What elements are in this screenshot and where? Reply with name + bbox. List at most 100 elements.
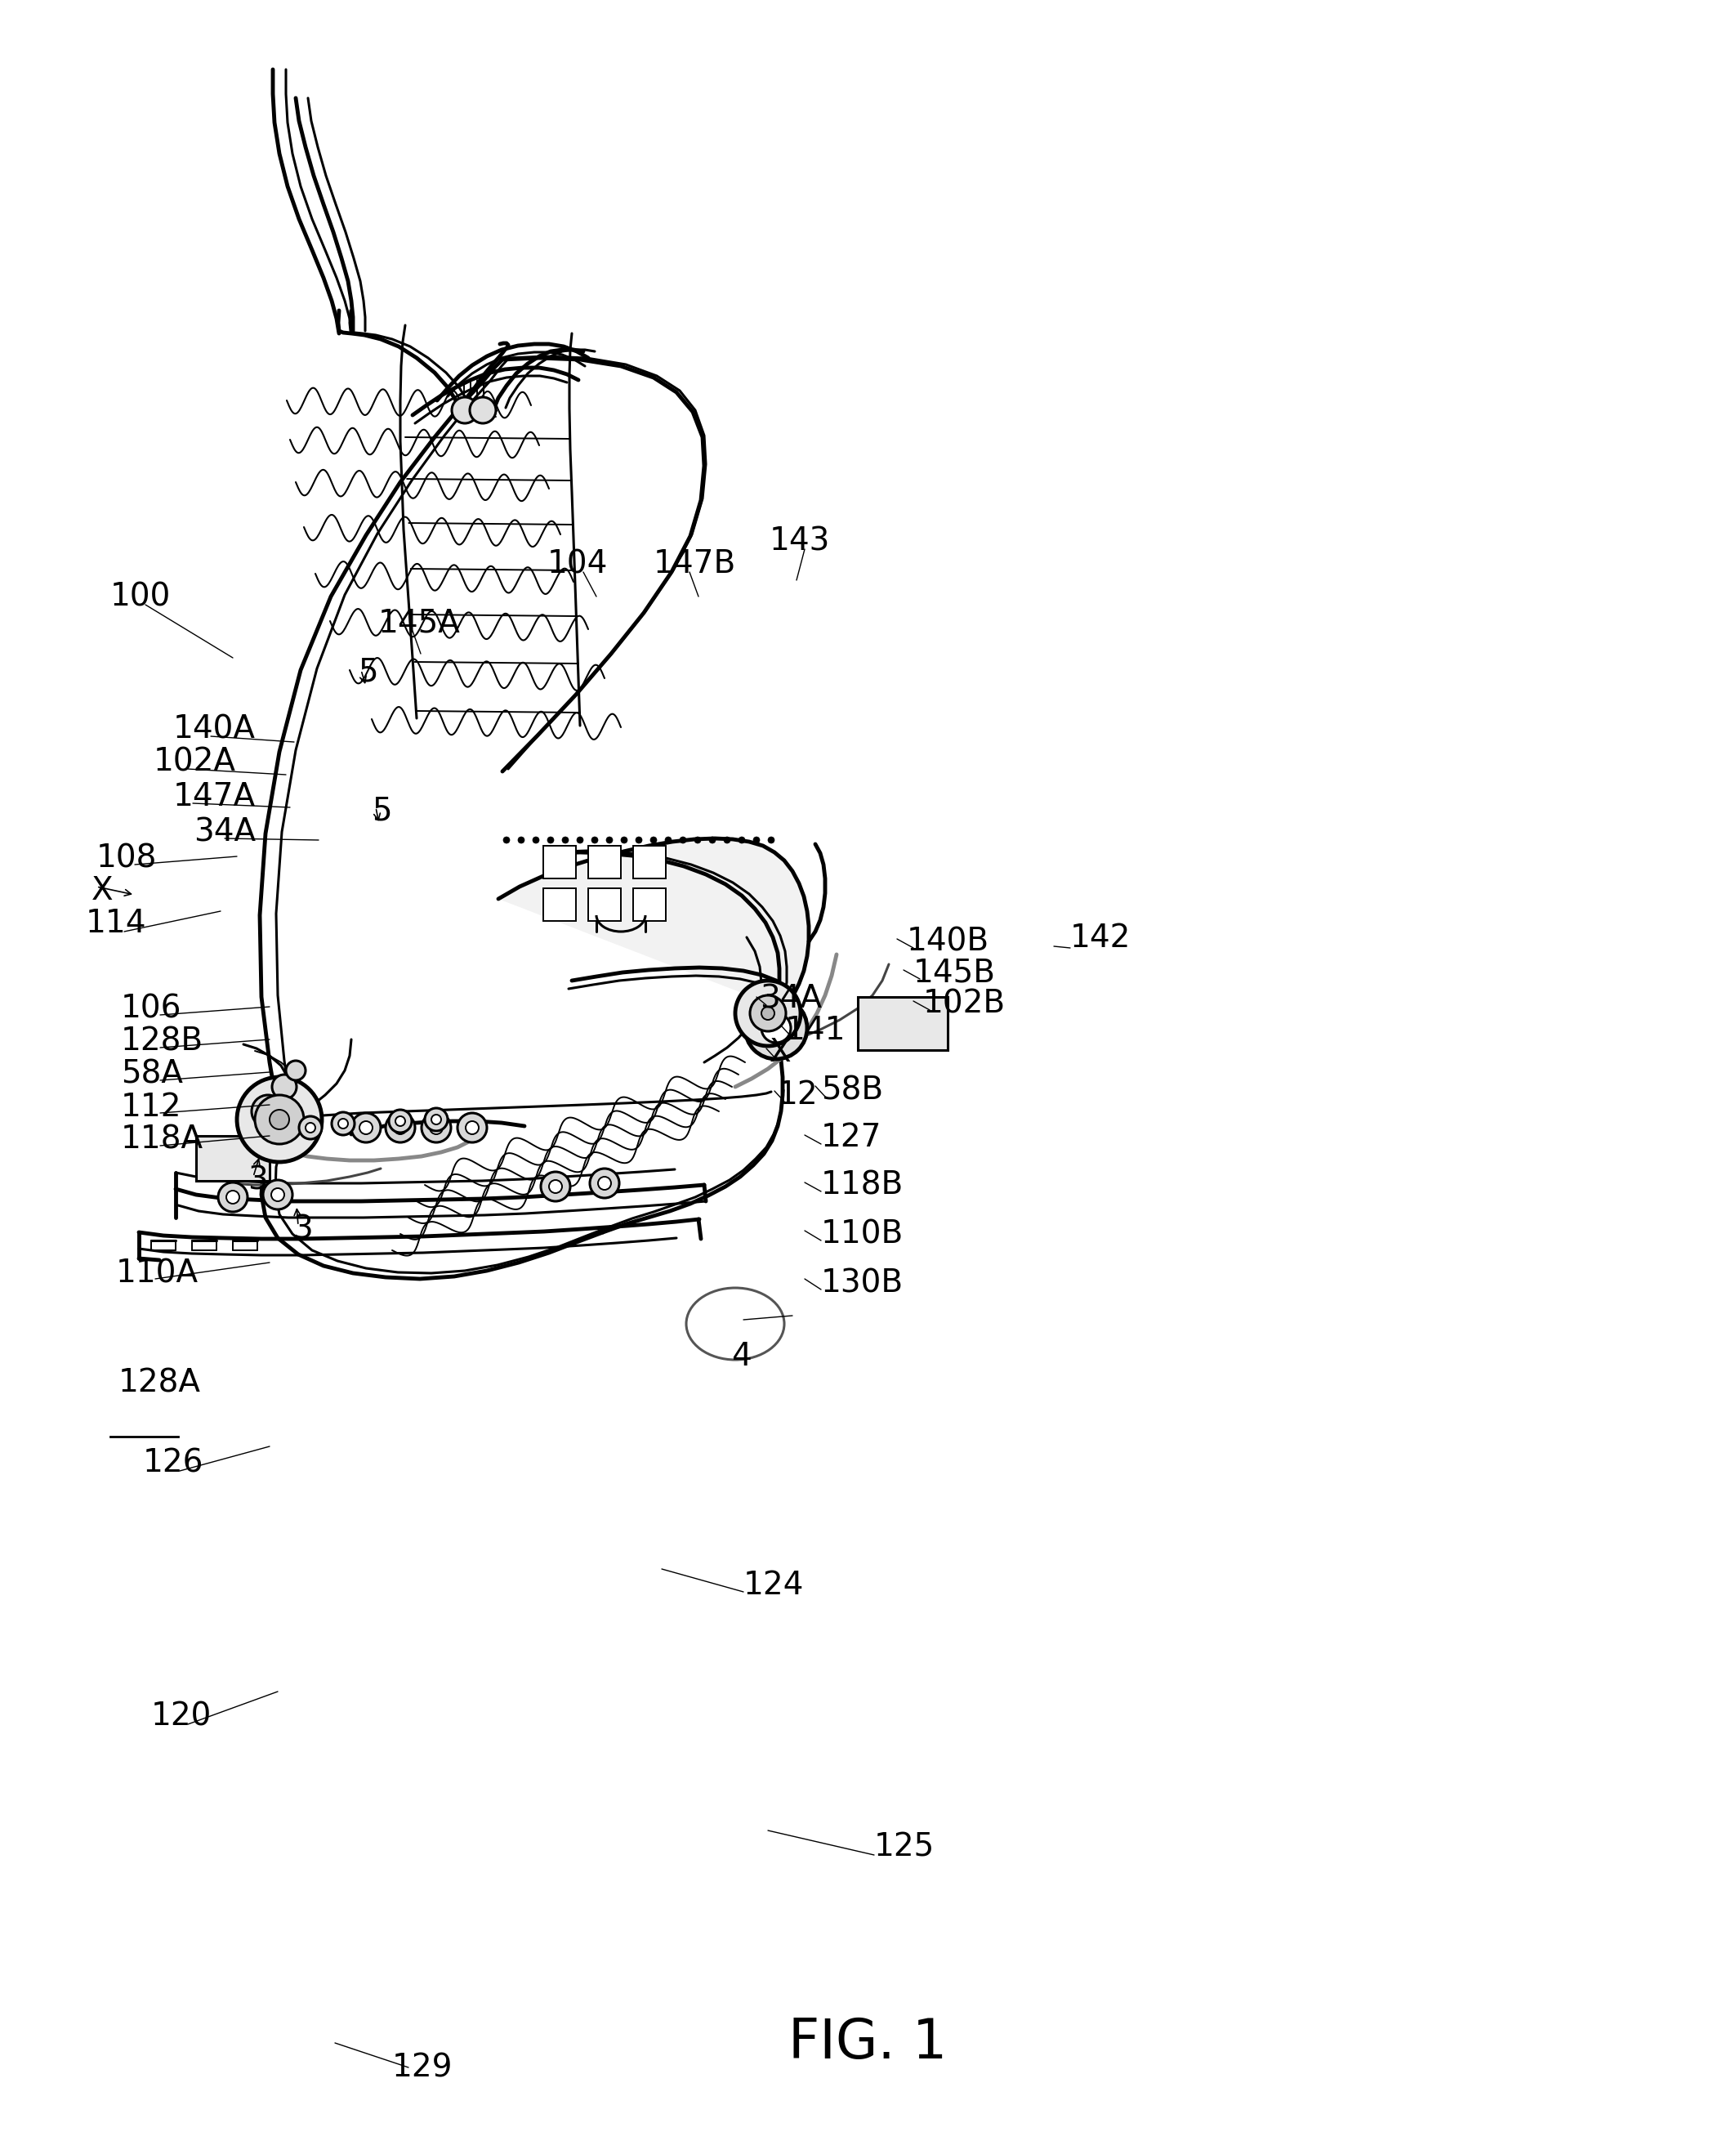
Circle shape — [465, 1122, 479, 1135]
Circle shape — [396, 1115, 404, 1126]
Text: 145B: 145B — [913, 957, 996, 987]
Circle shape — [219, 1182, 248, 1212]
Circle shape — [332, 1111, 354, 1135]
Circle shape — [724, 837, 731, 844]
Polygon shape — [498, 839, 809, 1008]
Circle shape — [750, 996, 786, 1032]
Circle shape — [425, 1109, 448, 1130]
Text: 34A: 34A — [194, 816, 255, 848]
Circle shape — [394, 1122, 406, 1135]
FancyBboxPatch shape — [196, 1137, 269, 1182]
FancyBboxPatch shape — [543, 889, 576, 921]
Text: 143: 143 — [769, 525, 830, 557]
Text: 142: 142 — [1069, 923, 1130, 953]
Circle shape — [533, 837, 540, 844]
Text: X: X — [92, 876, 113, 906]
Text: 118A: 118A — [122, 1124, 203, 1156]
Text: 3: 3 — [248, 1165, 267, 1195]
Text: 118B: 118B — [821, 1169, 904, 1201]
Text: 100: 100 — [111, 580, 172, 612]
Text: 130B: 130B — [821, 1267, 904, 1297]
Circle shape — [252, 1094, 285, 1128]
Circle shape — [708, 837, 715, 844]
Circle shape — [745, 998, 807, 1060]
Text: 140B: 140B — [906, 925, 990, 957]
Text: 128A: 128A — [118, 1368, 201, 1398]
Circle shape — [621, 837, 627, 844]
Circle shape — [351, 1113, 380, 1143]
Text: 125: 125 — [875, 1831, 934, 1863]
Text: 110B: 110B — [821, 1218, 904, 1250]
Text: 127: 127 — [821, 1122, 882, 1154]
Circle shape — [226, 1190, 240, 1203]
Circle shape — [271, 1188, 285, 1201]
Circle shape — [269, 1109, 290, 1128]
Text: FIG. 1: FIG. 1 — [788, 2017, 948, 2070]
Circle shape — [385, 1113, 415, 1143]
Circle shape — [736, 981, 800, 1047]
FancyBboxPatch shape — [634, 846, 667, 878]
Circle shape — [451, 396, 477, 424]
Circle shape — [255, 1094, 304, 1143]
Text: 4: 4 — [731, 1340, 752, 1372]
Circle shape — [264, 1180, 292, 1210]
Circle shape — [694, 837, 701, 844]
Text: 12: 12 — [778, 1079, 818, 1111]
Text: 5: 5 — [358, 657, 378, 687]
Circle shape — [738, 837, 745, 844]
Text: 126: 126 — [142, 1447, 203, 1477]
Circle shape — [576, 837, 583, 844]
Text: 104: 104 — [547, 548, 608, 580]
Text: 58B: 58B — [821, 1075, 884, 1105]
Circle shape — [635, 837, 642, 844]
Text: 147A: 147A — [174, 781, 255, 811]
Circle shape — [273, 1075, 297, 1098]
Text: 102B: 102B — [924, 987, 1005, 1019]
Text: 112: 112 — [122, 1092, 182, 1122]
Text: 3: 3 — [292, 1214, 312, 1244]
Text: 34A: 34A — [760, 983, 821, 1015]
Text: 140A: 140A — [174, 715, 255, 745]
Circle shape — [562, 837, 569, 844]
Circle shape — [592, 837, 597, 844]
Text: 102A: 102A — [153, 747, 236, 777]
Text: 120: 120 — [151, 1700, 212, 1732]
Circle shape — [359, 1122, 373, 1135]
Circle shape — [458, 1113, 486, 1143]
Circle shape — [389, 1109, 411, 1133]
FancyBboxPatch shape — [858, 998, 948, 1049]
Circle shape — [651, 837, 656, 844]
Circle shape — [681, 837, 686, 844]
Circle shape — [503, 837, 510, 844]
Circle shape — [517, 837, 524, 844]
Circle shape — [590, 1169, 620, 1199]
Text: 110A: 110A — [116, 1257, 198, 1289]
Circle shape — [597, 1178, 611, 1190]
Text: 129: 129 — [392, 2051, 453, 2083]
Text: 58A: 58A — [122, 1060, 182, 1090]
FancyBboxPatch shape — [543, 846, 576, 878]
FancyBboxPatch shape — [634, 889, 667, 921]
Text: 145A: 145A — [378, 608, 460, 638]
Circle shape — [753, 837, 760, 844]
Circle shape — [542, 1171, 569, 1201]
Circle shape — [339, 1120, 347, 1128]
Circle shape — [549, 1180, 562, 1193]
Text: 124: 124 — [743, 1569, 804, 1601]
Circle shape — [286, 1060, 306, 1081]
Circle shape — [470, 396, 496, 424]
Text: 108: 108 — [97, 844, 158, 874]
Circle shape — [665, 837, 672, 844]
FancyBboxPatch shape — [589, 846, 621, 878]
Circle shape — [547, 837, 554, 844]
Circle shape — [606, 837, 613, 844]
Circle shape — [762, 1006, 774, 1019]
Text: 106: 106 — [122, 993, 182, 1026]
Circle shape — [762, 1013, 792, 1043]
Circle shape — [299, 1115, 321, 1139]
Text: 141: 141 — [785, 1015, 845, 1047]
Text: X: X — [769, 1036, 792, 1068]
Circle shape — [422, 1113, 451, 1143]
Circle shape — [431, 1122, 443, 1135]
Text: 128B: 128B — [122, 1026, 203, 1058]
